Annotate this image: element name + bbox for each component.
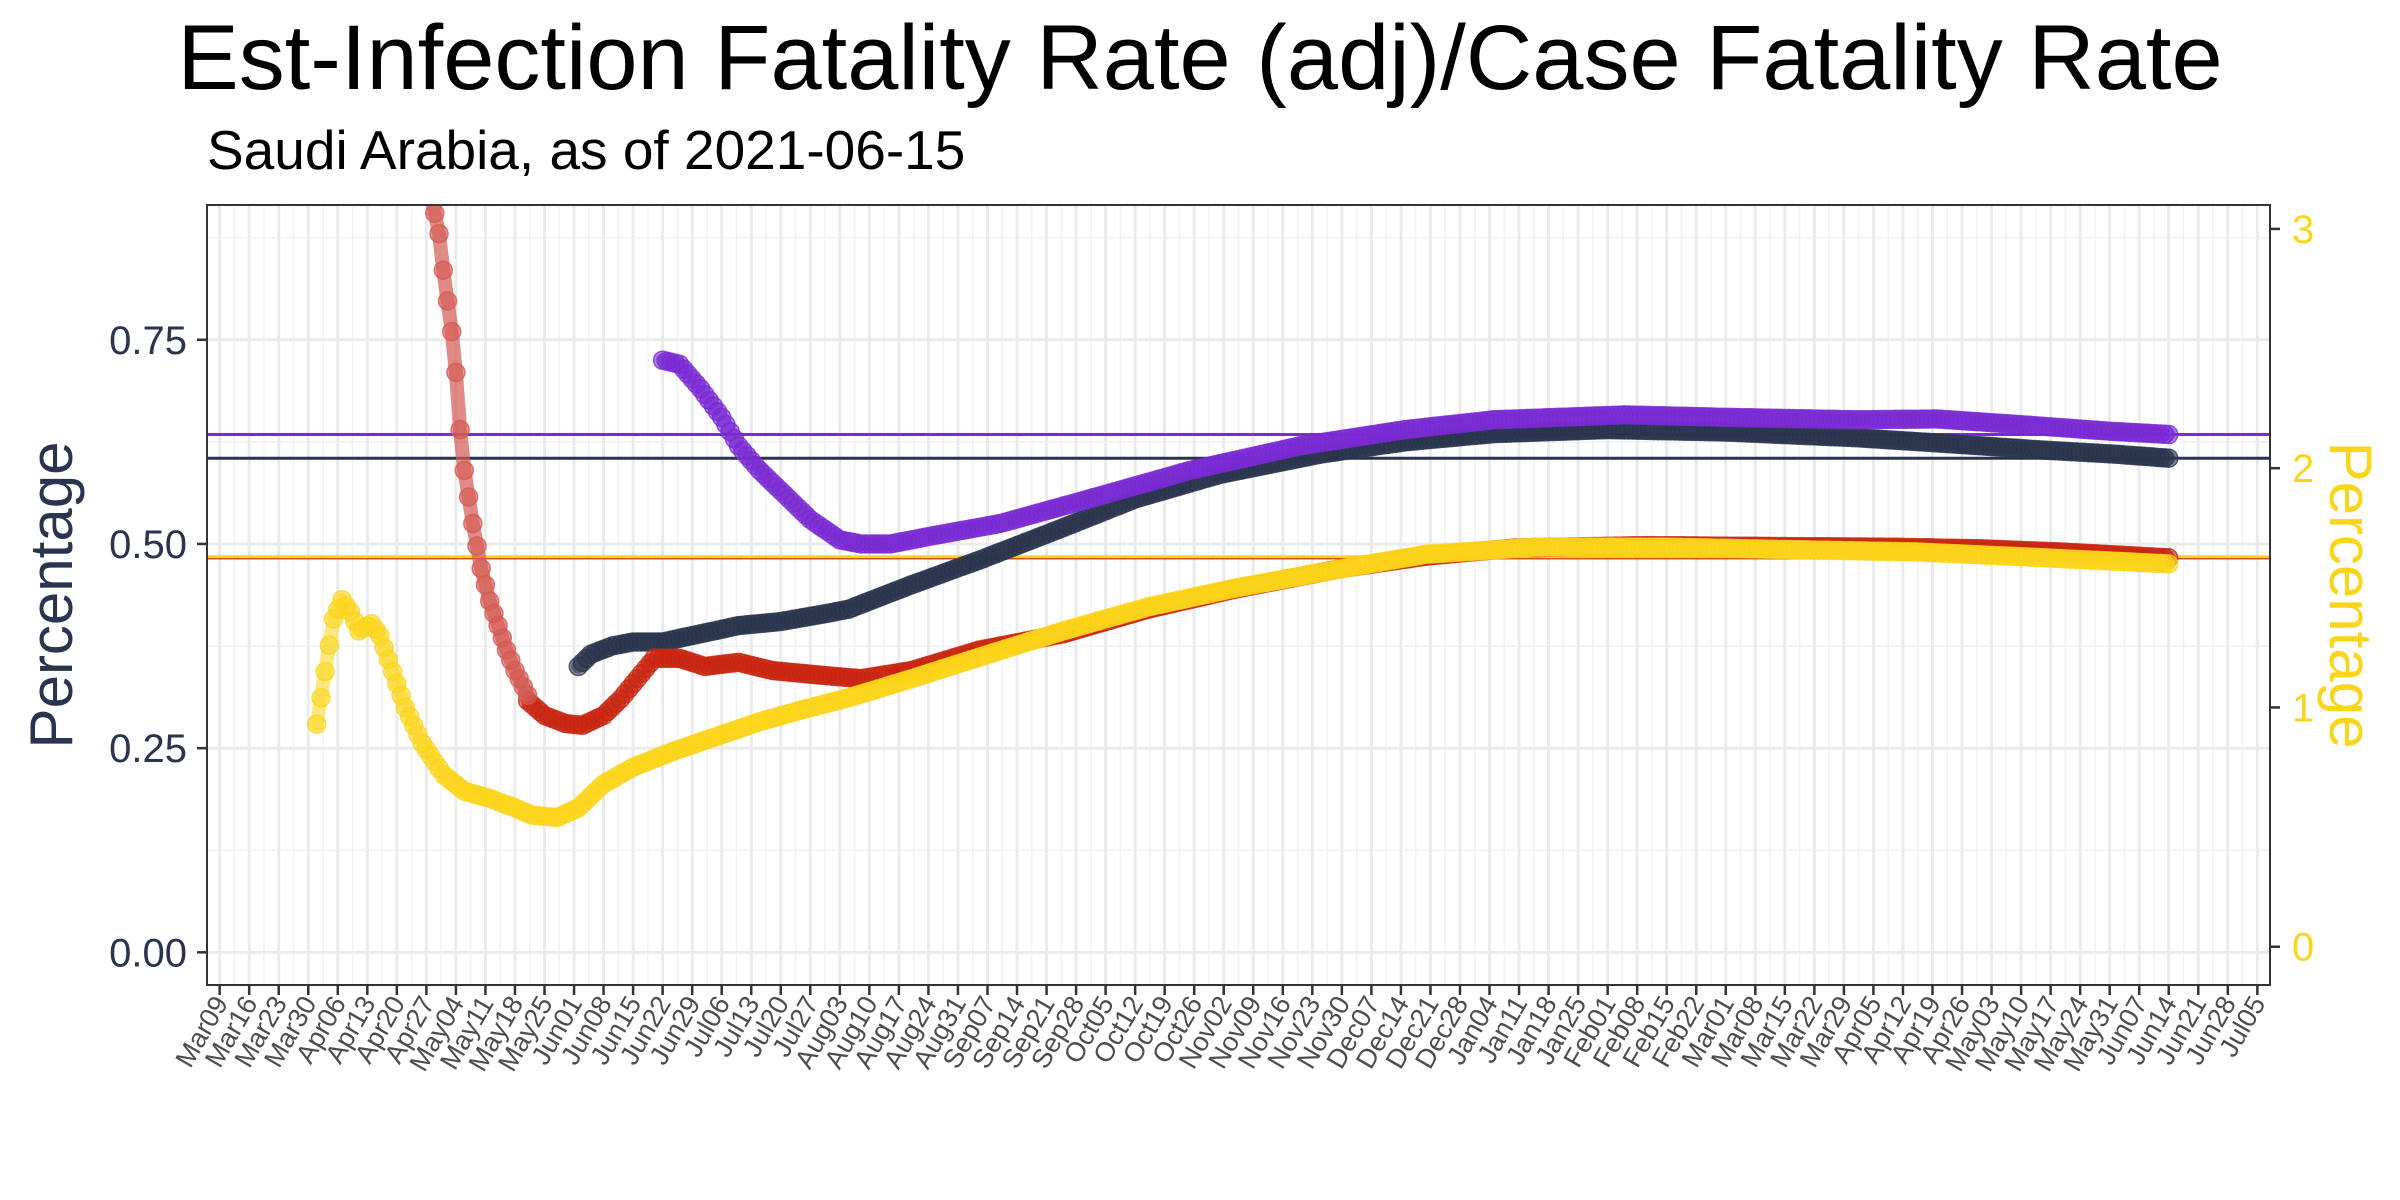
data-point [446,362,466,383]
series-3 [422,184,538,705]
data-point [433,260,454,281]
data-point [463,513,483,534]
y-tick-label-left: 0.50 [109,523,187,567]
data-point [467,536,487,556]
data-point [315,661,335,682]
axes: 0.000.250.500.750123Mar09Mar16Mar23Mar30… [109,208,2314,1076]
chart-title: Est-Infection Fatality Rate (adj)/Case F… [177,7,2223,109]
series-4 [306,537,2179,828]
data-point [319,635,340,655]
data-point [458,487,479,507]
data-point [306,714,327,734]
chart-subtitle: Saudi Arabia, as of 2021-06-15 [207,119,966,181]
data-point [311,688,331,708]
y-axis-title-left: Percentage [18,442,85,749]
data-point [2158,448,2179,468]
data-point [441,321,462,342]
data-point [429,223,449,244]
y-tick-label-left: 0.75 [109,319,187,363]
y-tick-label-left: 0.00 [109,931,187,975]
data-point [471,558,491,579]
y-tick-label-right: 3 [2292,208,2314,252]
data-point [425,205,445,223]
data-point [2158,424,2179,445]
data-point [517,685,538,705]
data-point [2158,554,2179,574]
data-point [450,419,470,440]
y-tick-label-right: 1 [2292,686,2314,730]
y-axis-title-right: Percentage [2317,442,2384,749]
grid-lines [207,205,2270,985]
data-point [437,291,458,311]
y-tick-label-right: 0 [2292,926,2314,970]
series-1 [652,350,2179,554]
data-point [454,460,475,481]
series-0 [568,419,2179,677]
data-point [475,575,496,595]
y-tick-label-right: 2 [2292,447,2314,491]
data-series [306,184,2179,828]
y-tick-label-left: 0.25 [109,727,187,771]
plot-panel-border [206,204,2271,986]
data-point [422,184,440,202]
